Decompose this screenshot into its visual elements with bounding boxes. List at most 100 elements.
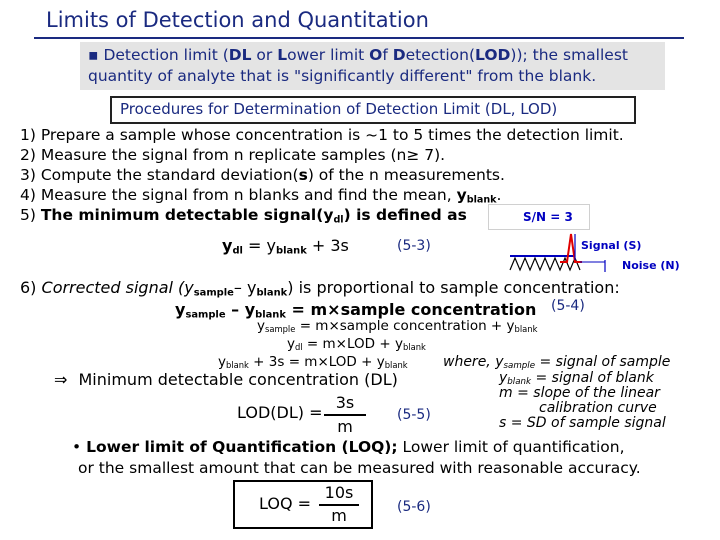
eq-text: sample [265, 324, 296, 335]
step-text: The minimum detectable signal(y [40, 206, 334, 224]
eq-text: dl [232, 245, 243, 257]
page-title: Limits of Detection and Quantitation [46, 8, 429, 32]
loq-line-1: • Lower limit of Quantification (LOQ); L… [72, 438, 625, 456]
step-text: 4) Measure the signal from n blanks and … [20, 186, 457, 204]
definition-text: f [382, 46, 393, 64]
equation-5-3: ydl = yblank + 3s [222, 236, 349, 256]
definition-text: L [277, 46, 288, 64]
lod-fraction: 3s m [324, 393, 366, 439]
eq-text: y [257, 318, 265, 334]
sn-ratio-label: S/N = 3 [523, 210, 573, 224]
step-5: 5) The minimum detectable signal(ydl) is… [20, 206, 467, 225]
step-text: 5) [20, 206, 41, 224]
where-line-5: s = SD of sample signal [499, 415, 666, 431]
step-text: y [456, 186, 467, 204]
bullet-icon: ▪ [88, 46, 99, 64]
eq-text: y [287, 336, 295, 352]
equation-5-4: ysample – yblank = m×sample concentratio… [175, 300, 536, 320]
loq-text: Lower limit of Quantification (LOQ); [86, 438, 398, 456]
eq-text: + 3s = m×LOD + y [248, 354, 385, 370]
step-text: 3) Compute the standard deviation( [20, 166, 299, 184]
implies-arrow-icon: ⇒ [54, 370, 68, 389]
step-text: ) is proportional to sample concentratio… [287, 278, 620, 297]
step-3: 3) Compute the standard deviation(s) of … [20, 166, 505, 184]
definition-box: ▪ Detection limit (DL or Lower limit Of … [80, 42, 665, 90]
where-line-2: yblank = signal of blank [499, 370, 654, 387]
aligned-eq-2: ydl = m×LOD + yblank [287, 336, 426, 352]
lod-lhs: LOD(DL) = [237, 403, 323, 422]
where-text: = signal of sample [535, 354, 671, 370]
definition-text: O [369, 46, 383, 64]
fraction-bar [324, 414, 366, 416]
step-text: ) is defined as [343, 206, 467, 224]
where-text: blank [507, 377, 532, 388]
step-1: 1) Prepare a sample whose concentration … [20, 126, 624, 144]
definition-line-1: ▪ Detection limit (DL or Lower limit Of … [88, 46, 628, 64]
loq-fraction: 10s m [319, 483, 359, 525]
equation-number-5-3: (5-3) [397, 238, 431, 254]
where-line-4: calibration curve [539, 400, 657, 416]
step-text: – y [233, 278, 257, 297]
eq-text: sample [185, 309, 226, 321]
dl-text: Minimum detectable concentration (DL) [78, 370, 398, 389]
noise-trace [509, 256, 581, 272]
definition-text: LOD [475, 46, 511, 64]
step-2: 2) Measure the signal from n replicate s… [20, 146, 446, 164]
eq-text: blank [514, 324, 538, 335]
step-text: sample [193, 287, 234, 299]
step-text: 6) [20, 278, 42, 297]
where-text: sample [503, 361, 536, 372]
eq-text: = m×sample concentration [285, 300, 537, 319]
definition-text: ower limit [287, 46, 370, 64]
where-text: y [495, 354, 504, 370]
definition-text: DL [228, 46, 252, 64]
where-text: y [499, 370, 508, 386]
step-text: Corrected signal (y [41, 278, 194, 297]
procedures-heading: Procedures for Determination of Detectio… [120, 100, 558, 118]
definition-text: )); the smallest [510, 46, 628, 64]
eq-text: blank [226, 360, 249, 371]
bullet-icon: • [72, 438, 82, 456]
eq-text: blank [255, 309, 286, 321]
eq-text: blank [384, 360, 408, 371]
aligned-eq-3: yblank + 3s = m×LOD + yblank [218, 354, 408, 370]
eq-text: blank [402, 342, 426, 353]
where-line-3: m = slope of the linear [499, 385, 660, 401]
procedures-heading-box: Procedures for Determination of Detectio… [110, 96, 636, 124]
title-divider [34, 37, 684, 39]
signal-peak [560, 233, 582, 263]
step-text: ) of the n measurements. [307, 166, 505, 184]
loq-numerator: 10s [324, 483, 354, 502]
loq-formula-box: LOQ = 10s m [233, 480, 373, 529]
equation-number-5-6: (5-6) [397, 499, 431, 515]
step-6: 6) Corrected signal (ysample– yblank) is… [20, 278, 620, 298]
eq-text: + 3s [306, 236, 349, 255]
equation-number-5-4: (5-4) [551, 298, 585, 314]
eq-text: = m×sample concentration + y [295, 318, 515, 334]
eq-text: – y [225, 300, 256, 319]
eq-text: = y [242, 236, 276, 255]
step-text: blank [466, 194, 497, 206]
where-text: = signal of blank [531, 370, 654, 386]
definition-text: or [251, 46, 278, 64]
step-4: 4) Measure the signal from n blanks and … [20, 186, 501, 205]
eq-text: y [175, 300, 186, 319]
step-text: . [496, 186, 502, 204]
eq-text: = m×LOD + y [302, 336, 403, 352]
definition-line-2: quantity of analyte that is "significant… [88, 67, 597, 85]
signal-noise-diagram [509, 233, 606, 272]
lod-denominator: m [337, 417, 353, 436]
aligned-eq-1: ysample = m×sample concentration + yblan… [257, 318, 537, 334]
step-text: dl [333, 214, 344, 226]
eq-text: blank [275, 245, 307, 257]
loq-denominator: m [331, 506, 347, 525]
loq-lhs: LOQ = [259, 494, 312, 513]
step-text: s [298, 166, 308, 184]
definition-text: etection( [405, 46, 476, 64]
dl-heading: ⇒ Minimum detectable concentration (DL) [54, 370, 398, 389]
loq-text: Lower limit of quantification, [397, 438, 625, 456]
definition-text: D [392, 46, 406, 64]
signal-label: Signal (S) [581, 239, 642, 252]
eq-text: y [218, 354, 226, 370]
equation-number-5-5: (5-5) [397, 407, 431, 423]
